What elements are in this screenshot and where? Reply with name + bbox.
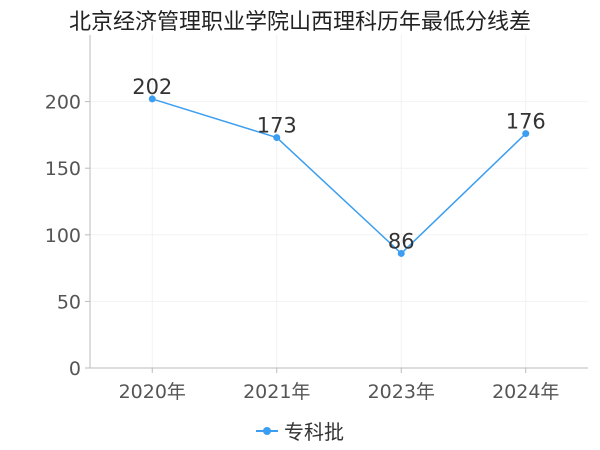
y-tick-label: 150 — [45, 158, 81, 180]
x-tick-label: 2024年 — [492, 381, 559, 403]
data-labels: 202 173 86 176 — [132, 75, 546, 254]
axes: 0 50 100 150 200 2020年 2021年 2023年 2024年 — [45, 35, 588, 403]
legend-marker-icon — [256, 425, 278, 437]
data-point[interactable] — [397, 249, 405, 257]
y-tick-label: 100 — [45, 225, 81, 247]
y-tick-label: 50 — [57, 291, 81, 313]
y-tick-label: 0 — [69, 358, 81, 380]
data-label: 86 — [388, 229, 415, 253]
legend-item-series[interactable]: 专科批 — [256, 416, 344, 445]
data-label: 176 — [506, 110, 546, 134]
x-tick-label: 2021年 — [243, 381, 310, 403]
x-tick-label: 2023年 — [368, 381, 435, 403]
y-tick-label: 200 — [45, 92, 81, 114]
data-point[interactable] — [273, 134, 281, 142]
legend[interactable]: 专科批 — [0, 416, 600, 445]
chart-title: 北京经济管理职业学院山西理科历年最低分线差 — [68, 10, 531, 35]
data-label: 173 — [257, 114, 297, 138]
data-point[interactable] — [148, 95, 156, 103]
x-tick-label: 2020年 — [119, 381, 186, 403]
data-label: 202 — [132, 75, 172, 99]
grid — [90, 35, 588, 368]
series-layer — [148, 95, 530, 257]
data-point[interactable] — [522, 130, 530, 138]
legend-label: 专科批 — [284, 420, 344, 444]
series-line[interactable] — [152, 98, 527, 255]
